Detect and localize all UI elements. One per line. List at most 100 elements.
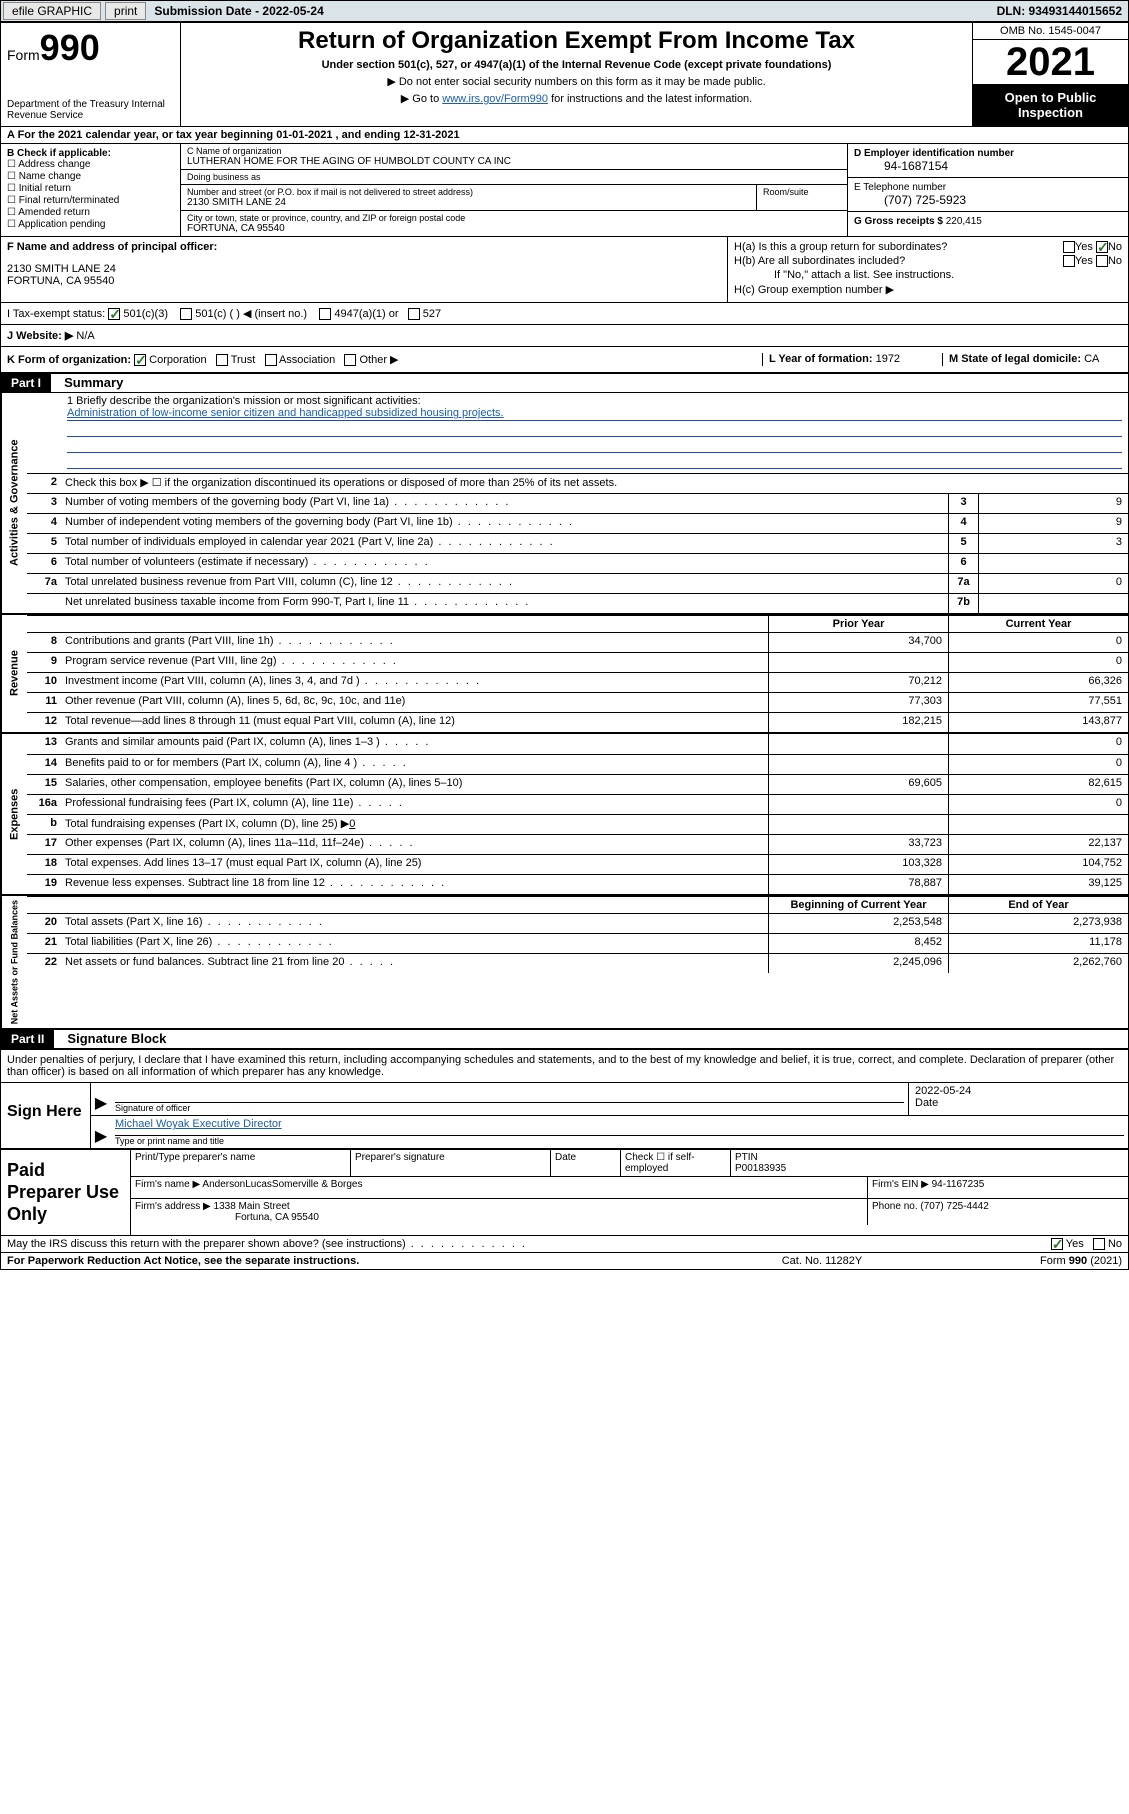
ein-label: D Employer identification number xyxy=(854,148,1014,159)
efile-button[interactable]: efile GRAPHIC xyxy=(3,2,101,20)
hb-no-cb[interactable] xyxy=(1096,255,1108,267)
hb-yes-cb[interactable] xyxy=(1063,255,1075,267)
row-a-tax-year: A For the 2021 calendar year, or tax yea… xyxy=(1,126,1128,143)
l11-prior: 77,303 xyxy=(768,693,948,712)
org-name-label: C Name of organization xyxy=(187,146,841,156)
ha-line: H(a) Is this a group return for subordin… xyxy=(734,241,1122,253)
l10-curr: 66,326 xyxy=(948,673,1128,692)
cb-initial-return[interactable]: ☐ Initial return xyxy=(7,183,174,194)
cb-corp[interactable] xyxy=(134,354,146,366)
l16a-curr: 0 xyxy=(948,795,1128,814)
form-container: Form990 Department of the Treasury Inter… xyxy=(0,22,1129,1270)
firm-ein: 94-1167235 xyxy=(932,1179,985,1190)
col-b-label: B Check if applicable: xyxy=(7,148,111,159)
l19-desc: Revenue less expenses. Subtract line 18 … xyxy=(61,875,768,894)
form-subtitle: Under section 501(c), 527, or 4947(a)(1)… xyxy=(185,59,968,71)
l5-val: 3 xyxy=(978,534,1128,553)
cb-assoc[interactable] xyxy=(265,354,277,366)
sig-date-label: Date xyxy=(915,1097,1122,1109)
mission-text[interactable]: Administration of low-income senior citi… xyxy=(67,407,504,419)
phone-label: E Telephone number xyxy=(854,182,946,193)
discuss-yes-cb[interactable] xyxy=(1051,1238,1063,1250)
l14-prior xyxy=(768,755,948,774)
l20-end: 2,273,938 xyxy=(948,914,1128,933)
l21-end: 11,178 xyxy=(948,934,1128,953)
header-mid: Return of Organization Exempt From Incom… xyxy=(181,23,973,126)
submission-date: Submission Date - 2022-05-24 xyxy=(148,4,329,18)
sign-here-label: Sign Here xyxy=(1,1083,91,1148)
addr-value: 2130 SMITH LANE 24 xyxy=(187,197,750,208)
officer-label: F Name and address of principal officer: xyxy=(7,241,217,253)
cb-amended-return[interactable]: ☐ Amended return xyxy=(7,207,174,218)
officer-sig-label: Signature of officer xyxy=(115,1103,904,1113)
cb-application-pending[interactable]: ☐ Application pending xyxy=(7,219,174,230)
discuss-q: May the IRS discuss this return with the… xyxy=(7,1238,1051,1250)
part1-title: Summary xyxy=(54,375,123,390)
gross-value: 220,415 xyxy=(946,216,982,227)
prep-col3: Date xyxy=(551,1150,621,1176)
l11-desc: Other revenue (Part VIII, column (A), li… xyxy=(61,693,768,712)
section-fh: F Name and address of principal officer:… xyxy=(1,236,1128,302)
l14-curr: 0 xyxy=(948,755,1128,774)
firm-addr2: Fortuna, CA 95540 xyxy=(135,1212,319,1223)
l15-desc: Salaries, other compensation, employee b… xyxy=(61,775,768,794)
footer-row: For Paperwork Reduction Act Notice, see … xyxy=(1,1252,1128,1269)
l13-curr: 0 xyxy=(948,734,1128,754)
irs-link[interactable]: www.irs.gov/Form990 xyxy=(442,93,548,105)
summary-revenue: Revenue Prior YearCurrent Year 8Contribu… xyxy=(1,613,1128,732)
officer-line2: FORTUNA, CA 95540 xyxy=(7,275,721,287)
cb-final-return[interactable]: ☐ Final return/terminated xyxy=(7,195,174,206)
firm-phone-label: Phone no. xyxy=(872,1201,918,1212)
l7a-desc: Total unrelated business revenue from Pa… xyxy=(61,574,948,593)
header-right: OMB No. 1545-0047 2021 Open to Public In… xyxy=(973,23,1128,126)
ein-value: 94-1687154 xyxy=(854,159,1122,173)
ha-no-cb[interactable] xyxy=(1096,241,1108,253)
form-note-1: ▶ Do not enter social security numbers o… xyxy=(185,75,968,88)
footer-right: Form 990 (2021) xyxy=(922,1255,1122,1267)
preparer-label: Paid Preparer Use Only xyxy=(1,1150,131,1235)
cb-address-change[interactable]: ☐ Address change xyxy=(7,159,174,170)
l20-beg: 2,253,548 xyxy=(768,914,948,933)
l15-prior: 69,605 xyxy=(768,775,948,794)
section-bcd: B Check if applicable: ☐ Address change … xyxy=(1,143,1128,236)
top-toolbar: efile GRAPHIC print Submission Date - 20… xyxy=(0,0,1129,22)
l18-desc: Total expenses. Add lines 13–17 (must eq… xyxy=(61,855,768,874)
cb-name-change[interactable]: ☐ Name change xyxy=(7,171,174,182)
l9-prior xyxy=(768,653,948,672)
l13-desc: Grants and similar amounts paid (Part IX… xyxy=(61,734,768,754)
l7b-desc: Net unrelated business taxable income fr… xyxy=(61,594,948,613)
discuss-row: May the IRS discuss this return with the… xyxy=(1,1235,1128,1252)
l4-desc: Number of independent voting members of … xyxy=(61,514,948,533)
ptin-value: P00183935 xyxy=(735,1163,786,1174)
part1-hdr: Part I xyxy=(1,374,51,392)
l18-curr: 104,752 xyxy=(948,855,1128,874)
l4-val: 9 xyxy=(978,514,1128,533)
cb-527[interactable] xyxy=(408,308,420,320)
cb-other[interactable] xyxy=(344,354,356,366)
l9-curr: 0 xyxy=(948,653,1128,672)
cb-501c3[interactable] xyxy=(108,308,120,320)
hdr-end: End of Year xyxy=(948,897,1128,913)
footer-left: For Paperwork Reduction Act Notice, see … xyxy=(7,1255,722,1267)
hdr-curr: Current Year xyxy=(948,616,1128,632)
cb-trust[interactable] xyxy=(216,354,228,366)
cb-4947[interactable] xyxy=(319,308,331,320)
header-left: Form990 Department of the Treasury Inter… xyxy=(1,23,181,126)
ha-yes-cb[interactable] xyxy=(1063,241,1075,253)
part2-header-row: Part II Signature Block xyxy=(1,1028,1128,1048)
cb-501c[interactable] xyxy=(180,308,192,320)
firm-phone: (707) 725-4442 xyxy=(920,1201,988,1212)
website-value: N/A xyxy=(76,330,94,342)
l9-desc: Program service revenue (Part VIII, line… xyxy=(61,653,768,672)
inspection-label: Open to Public Inspection xyxy=(973,84,1128,126)
discuss-no-cb[interactable] xyxy=(1093,1238,1105,1250)
state-domicile: CA xyxy=(1084,353,1099,365)
l18-prior: 103,328 xyxy=(768,855,948,874)
l22-end: 2,262,760 xyxy=(948,954,1128,973)
officer-name[interactable]: Michael Woyak Executive Director xyxy=(115,1118,282,1130)
form-number: Form990 xyxy=(7,27,174,69)
l11-curr: 77,551 xyxy=(948,693,1128,712)
l3-desc: Number of voting members of the governin… xyxy=(61,494,948,513)
mission-q: 1 Briefly describe the organization's mi… xyxy=(67,395,1122,407)
print-button[interactable]: print xyxy=(105,2,146,20)
